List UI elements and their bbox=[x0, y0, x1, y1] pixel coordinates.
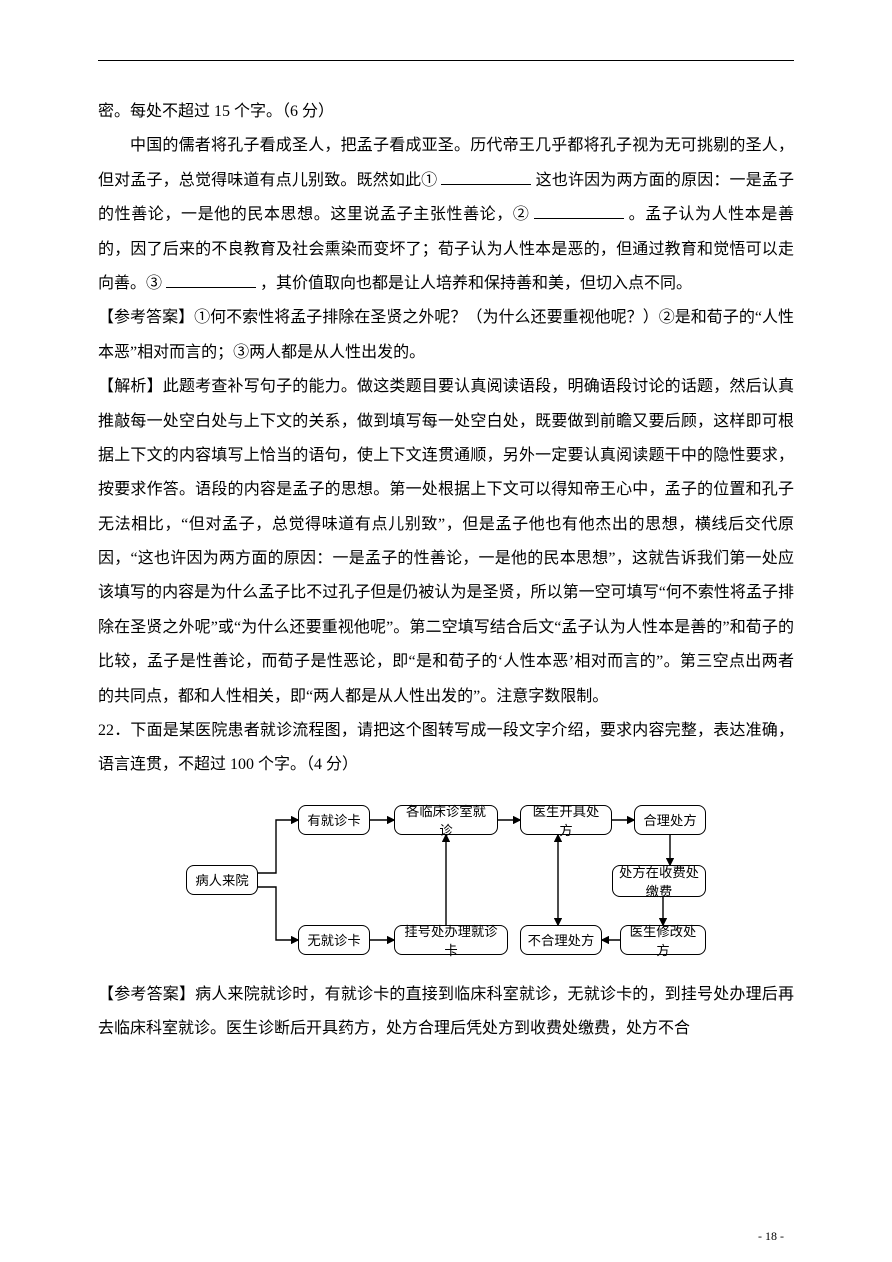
flow-node-clinic: 各临床诊室就诊 bbox=[394, 805, 498, 835]
analysis-paragraph: 【解析】此题考查补写句子的能力。做这类题目要认真阅读语段，明确语段讨论的话题，然… bbox=[98, 370, 794, 714]
fill-blank-1 bbox=[441, 169, 531, 185]
horizontal-rule bbox=[98, 60, 794, 61]
flow-node-patient: 病人来院 bbox=[186, 865, 258, 895]
flowchart-container: 病人来院 有就诊卡无就诊卡 各临床诊室就诊挂号处办理就诊卡 医生开具处方不合理处方 合理… bbox=[98, 793, 794, 968]
flow-node-revise: 医生修改处方 bbox=[620, 925, 706, 955]
fill-blank-2 bbox=[534, 203, 624, 219]
fill-blank-3 bbox=[166, 272, 256, 288]
question-22: 22．下面是某医院患者就诊流程图，请把这个图转写成一段文字介绍，要求内容完整，表… bbox=[98, 714, 794, 783]
paragraph-continuation: 密。每处不超过 15 个字。（6 分） bbox=[98, 95, 794, 129]
flow-edge bbox=[258, 820, 298, 873]
flow-node-badrx: 不合理处方 bbox=[520, 925, 602, 955]
flow-node-nocard: 无就诊卡 bbox=[298, 925, 370, 955]
flow-node-hascard: 有就诊卡 bbox=[298, 805, 370, 835]
text-segment: ，其价值取向也都是让人培养和保持善和美，但切入点不同。 bbox=[260, 275, 692, 292]
flow-edge bbox=[258, 887, 298, 940]
flow-node-goodrx: 合理处方 bbox=[634, 805, 706, 835]
hospital-flowchart: 病人来院 有就诊卡无就诊卡 各临床诊室就诊挂号处办理就诊卡 医生开具处方不合理处方 合理… bbox=[186, 793, 706, 968]
flow-node-register: 挂号处办理就诊卡 bbox=[394, 925, 508, 955]
page-number: - 18 - bbox=[758, 1229, 784, 1244]
answer-paragraph: 【参考答案】①何不索性将孟子排除在圣贤之外呢？（为什么还要重视他呢？）②是和荀子… bbox=[98, 301, 794, 370]
flow-node-issue: 医生开具处方 bbox=[520, 805, 612, 835]
answer-22: 【参考答案】病人来院就诊时，有就诊卡的直接到临床科室就诊，无就诊卡的，到挂号处办… bbox=[98, 978, 794, 1047]
flow-node-pay: 处方在收费处缴费 bbox=[612, 865, 706, 897]
question-paragraph: 中国的儒者将孔子看成圣人，把孟子看成亚圣。历代帝王几乎都将孔子视为无可挑剔的圣人… bbox=[98, 129, 794, 301]
